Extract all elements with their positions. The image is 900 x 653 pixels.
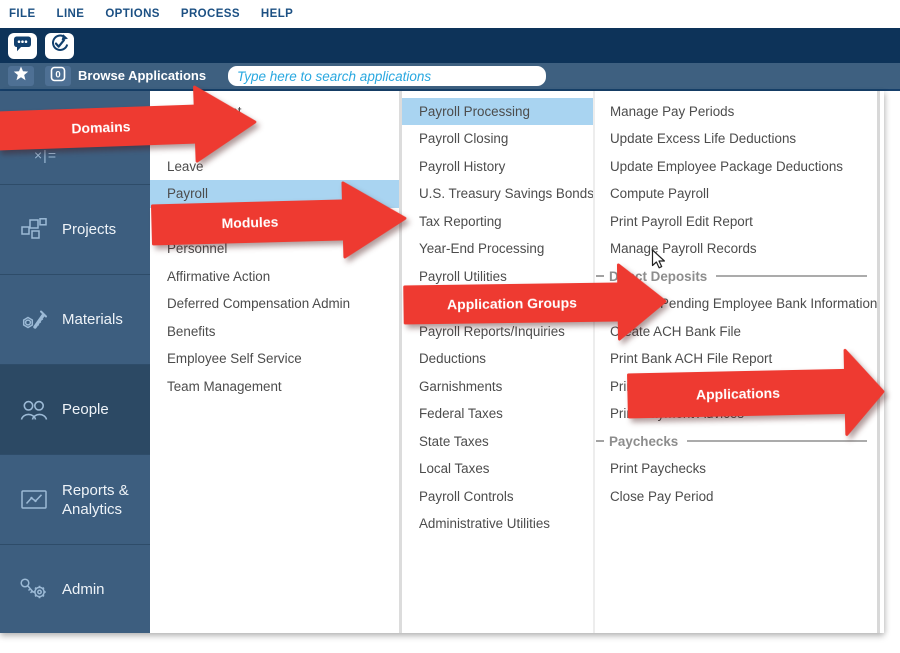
panel-divider — [399, 91, 402, 633]
application-item[interactable]: Update Employee Package Deductions — [610, 158, 843, 174]
favorites-button[interactable] — [8, 66, 34, 86]
sidebar-item-label: People — [62, 401, 109, 418]
modules-annotation-arrow: Modules — [149, 179, 409, 264]
application-group-item[interactable]: Local Taxes — [419, 461, 490, 476]
menubar-item[interactable]: FILE — [9, 8, 36, 20]
module-item[interactable]: Team Management — [167, 378, 282, 394]
chat-button[interactable] — [8, 33, 37, 59]
reports-analytics-icon — [19, 489, 49, 511]
menubar-item[interactable]: LINE — [56, 8, 85, 20]
application-item[interactable]: Manage Pay Periods — [610, 103, 735, 119]
sidebar-item-projects[interactable]: Projects — [0, 185, 150, 275]
svg-text:Applications: Applications — [696, 385, 781, 403]
chat-icon — [12, 33, 33, 59]
menubar-item[interactable]: OPTIONS — [105, 8, 160, 20]
sidebar-item-label: Materials — [62, 311, 123, 328]
application-item[interactable]: Print Bank ACH File Report — [610, 351, 773, 366]
sidebar-item-reports-analytics[interactable]: Reports & Analytics — [0, 455, 150, 545]
application-item[interactable]: Compute Payroll — [610, 186, 709, 201]
application-group-item[interactable]: Year-End Processing — [419, 241, 545, 256]
application-groups-panel: Payroll Processing Payroll Closing Payro… — [402, 91, 594, 538]
materials-icon — [19, 308, 49, 332]
module-item[interactable]: Personnel — [167, 241, 228, 256]
section-header: Paychecks — [596, 428, 878, 456]
menubar-item[interactable]: HELP — [260, 8, 294, 20]
application-group-item[interactable]: State Taxes — [419, 433, 489, 449]
sidebar-item-people[interactable]: People — [0, 365, 150, 455]
domains-annotation-arrow: Domains — [0, 83, 260, 172]
application-group-item[interactable]: Federal Taxes — [419, 406, 503, 421]
application-group-item[interactable]: Garnishments — [419, 378, 503, 394]
application-item[interactable]: Close Pay Period — [610, 488, 714, 504]
browse-applications-bar: 0 Browse Applications — [0, 63, 900, 91]
sidebar-item-hidden-domain[interactable]: ×|= — [0, 91, 150, 185]
module-item[interactable]: Affirmative Action — [167, 268, 271, 284]
application-group-item[interactable]: Tax Reporting — [419, 213, 502, 229]
module-item[interactable]: Employee Self Service — [167, 351, 302, 366]
application-group-item[interactable]: U.S. Treasury Savings Bonds — [419, 186, 594, 201]
module-item[interactable]: Leave — [167, 158, 204, 174]
application-item[interactable]: Print Paychecks — [610, 461, 707, 476]
refresh-check-icon — [49, 33, 70, 59]
application-item[interactable]: Create ACH Bank File — [610, 323, 741, 339]
formula-icon: ×|= — [34, 147, 57, 163]
application-group-item[interactable]: Administrative Utilities — [419, 516, 550, 531]
mouse-cursor-icon — [651, 249, 666, 275]
admin-icon — [19, 577, 49, 601]
svg-text:0: 0 — [55, 69, 60, 80]
counter-button[interactable]: 0 — [45, 66, 71, 86]
star-icon — [13, 66, 29, 86]
sidebar-item-label: Admin — [62, 580, 105, 598]
sidebar-item-materials[interactable]: Materials — [0, 275, 150, 365]
svg-text:Application Groups: Application Groups — [447, 295, 577, 313]
panel-divider — [877, 91, 880, 633]
application-item[interactable]: Print Payroll Edit Report — [610, 213, 753, 229]
counter-box-icon: 0 — [48, 65, 68, 88]
application-group-item[interactable]: Payroll Reports/Inquiries — [419, 323, 565, 339]
people-icon — [19, 399, 49, 421]
application-group-item[interactable]: Payroll History — [419, 158, 506, 174]
projects-icon — [19, 218, 49, 241]
domain-sidebar: ×|= Projects — [0, 91, 150, 633]
svg-text:Domains: Domains — [71, 118, 131, 136]
module-item[interactable]: Deferred Compensation Admin — [167, 296, 351, 311]
application-group-item[interactable]: Payroll Processing — [402, 97, 593, 125]
sidebar-item-label: Reports & Analytics — [62, 481, 129, 518]
application-item[interactable]: Pending Employee Bank Information — [660, 296, 878, 311]
toolbar — [0, 28, 900, 63]
browse-applications-title: Browse Applications — [78, 68, 207, 83]
application-group-item[interactable]: Deductions — [419, 351, 486, 366]
menubar-item[interactable]: PROCESS — [180, 8, 240, 20]
application-item[interactable]: Update Excess Life Deductions — [610, 131, 797, 146]
application-item[interactable]: Manage Payroll Records — [610, 241, 757, 256]
applications-annotation-arrow: Applications — [625, 345, 887, 444]
sidebar-item-admin[interactable]: Admin — [0, 545, 150, 633]
application-groups-annotation-arrow: Application Groups — [401, 261, 668, 345]
application-group-item[interactable]: Payroll Closing — [419, 131, 509, 146]
application-group-item[interactable]: Payroll Utilities — [419, 268, 507, 284]
module-item[interactable]: Benefits — [167, 323, 216, 339]
refresh-button[interactable] — [45, 33, 74, 59]
panel-divider — [593, 91, 595, 633]
modules-panel: Employment Leave Payroll Personnel Affir… — [150, 91, 400, 400]
svg-text:Modules: Modules — [221, 214, 278, 231]
sidebar-item-label: Projects — [62, 221, 117, 238]
menubar: FILE LINE OPTIONS PROCESS HELP — [0, 0, 900, 28]
application-group-item[interactable]: Payroll Controls — [419, 488, 514, 504]
search-applications-input[interactable] — [228, 66, 546, 86]
